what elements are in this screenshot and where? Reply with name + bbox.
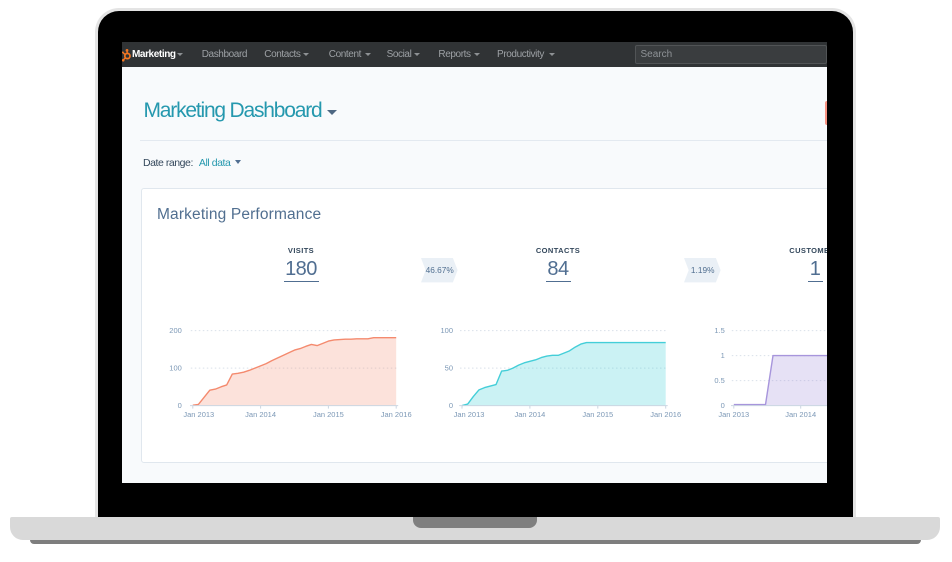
svg-text:Jan 2014: Jan 2014	[245, 410, 276, 419]
svg-text:Jan 2015: Jan 2015	[312, 410, 343, 419]
svg-text:0.5: 0.5	[714, 376, 724, 385]
svg-text:Jan 2014: Jan 2014	[785, 410, 816, 419]
svg-text:0: 0	[720, 401, 724, 410]
svg-text:0: 0	[448, 401, 452, 410]
svg-text:Jan 2016: Jan 2016	[650, 410, 681, 419]
svg-text:Jan 2016: Jan 2016	[380, 410, 411, 419]
svg-text:1.5: 1.5	[714, 326, 724, 335]
svg-text:1: 1	[720, 351, 724, 360]
svg-text:Jan 2013: Jan 2013	[718, 410, 749, 419]
svg-text:0: 0	[177, 401, 181, 410]
svg-text:Jan 2015: Jan 2015	[582, 410, 613, 419]
svg-text:50: 50	[444, 364, 452, 373]
svg-text:100: 100	[440, 326, 453, 335]
svg-text:200: 200	[169, 326, 182, 335]
svg-text:100: 100	[169, 364, 182, 373]
svg-text:Jan 2014: Jan 2014	[514, 410, 545, 419]
svg-text:Jan 2013: Jan 2013	[183, 410, 214, 419]
svg-text:Jan 2013: Jan 2013	[453, 410, 484, 419]
